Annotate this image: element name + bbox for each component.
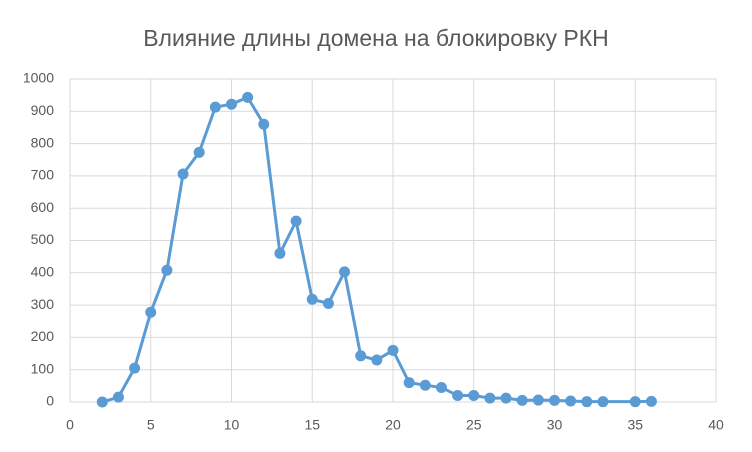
marker: [226, 98, 237, 110]
chart-title: Влияние длины домена на блокировку РКН: [143, 25, 609, 51]
x-tick-label: 25: [466, 417, 482, 433]
x-tick-label: 10: [224, 417, 240, 433]
marker: [500, 392, 512, 404]
x-tick-label: 15: [304, 417, 320, 433]
marker: [193, 146, 205, 158]
y-tick-label: 100: [31, 360, 55, 376]
marker: [597, 396, 609, 408]
marker: [452, 390, 464, 402]
marker: [565, 395, 577, 407]
x-tick-label: 40: [708, 417, 724, 433]
x-tick-label: 5: [147, 417, 155, 433]
y-tick-label: 600: [31, 199, 55, 215]
y-tick-label: 900: [31, 102, 55, 118]
x-tick-label: 30: [547, 417, 563, 433]
marker: [274, 247, 286, 259]
y-tick-label: 0: [46, 393, 54, 409]
marker: [468, 390, 480, 402]
marker: [403, 377, 415, 389]
marker: [339, 266, 351, 278]
marker: [419, 379, 431, 391]
y-tick-label: 200: [31, 328, 55, 344]
marker: [306, 293, 318, 305]
y-tick-label: 400: [31, 264, 55, 280]
marker: [549, 394, 560, 406]
marker: [645, 395, 657, 407]
marker: [161, 264, 173, 276]
marker: [242, 91, 254, 103]
marker: [484, 392, 496, 404]
y-tick-label: 300: [31, 296, 55, 312]
marker: [129, 362, 141, 374]
y-tick-label: 1000: [23, 70, 54, 86]
x-tick-label: 35: [627, 417, 643, 433]
marker: [290, 215, 302, 227]
x-tick-label: 0: [66, 417, 74, 433]
marker: [96, 396, 108, 408]
series-line: [101, 95, 652, 404]
marker: [112, 391, 124, 403]
y-tick-label: 800: [31, 134, 55, 150]
marker: [629, 396, 641, 408]
x-tick-label: 20: [385, 417, 401, 433]
marker: [435, 381, 447, 393]
marker: [177, 168, 189, 180]
marker: [209, 101, 221, 113]
marker: [145, 306, 157, 318]
marker: [387, 344, 399, 356]
marker: [322, 297, 334, 309]
marker: [581, 396, 593, 408]
marker: [371, 354, 383, 366]
marker: [258, 118, 270, 130]
y-tick-label: 700: [31, 167, 55, 183]
marker: [532, 394, 544, 406]
marker: [355, 350, 367, 362]
y-tick-label: 500: [31, 231, 55, 247]
marker: [516, 394, 528, 406]
